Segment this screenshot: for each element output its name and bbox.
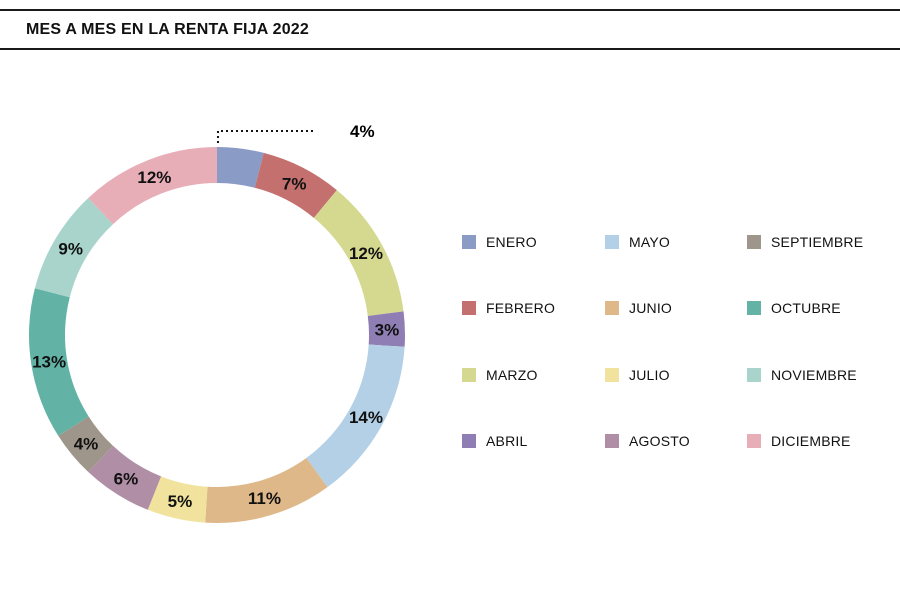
donut-slice-junio — [205, 457, 328, 523]
data-label-abril: 3% — [375, 321, 400, 340]
donut-slice-enero — [217, 147, 264, 188]
data-label-septiembre: 4% — [74, 434, 99, 453]
data-label-enero: 4% — [350, 122, 375, 141]
donut-slice-agosto — [88, 445, 162, 510]
data-label-octubre: 13% — [32, 353, 66, 372]
data-label-mayo: 14% — [349, 408, 383, 427]
donut-slice-noviembre — [34, 197, 113, 298]
callout-leader-line — [216, 130, 314, 144]
donut-slice-marzo — [313, 190, 404, 316]
donut-slice-abril — [367, 311, 405, 347]
title-rule — [0, 48, 900, 50]
data-label-junio: 11% — [248, 489, 281, 508]
donut-slice-octubre — [29, 288, 89, 436]
donut-slice-febrero — [254, 152, 337, 218]
data-label-marzo: 12% — [349, 244, 383, 263]
data-label-febrero: 7% — [282, 175, 307, 194]
data-label-diciembre: 12% — [137, 168, 171, 187]
data-label-agosto: 6% — [114, 470, 139, 489]
donut-slice-julio — [147, 476, 208, 523]
chart-title: MES A MES EN LA RENTA FIJA 2022 — [26, 21, 309, 38]
donut-chart: 4% 7% 12% 3% 14% 11% 5% 6% 4% 13% 9% 12% — [29, 122, 405, 523]
donut-slice-mayo — [306, 344, 405, 488]
data-label-julio: 5% — [168, 492, 193, 511]
data-label-noviembre: 9% — [58, 239, 83, 258]
donut-slice-diciembre — [88, 147, 217, 225]
donut-slice-septiembre — [58, 416, 113, 473]
top-rule — [0, 9, 900, 11]
